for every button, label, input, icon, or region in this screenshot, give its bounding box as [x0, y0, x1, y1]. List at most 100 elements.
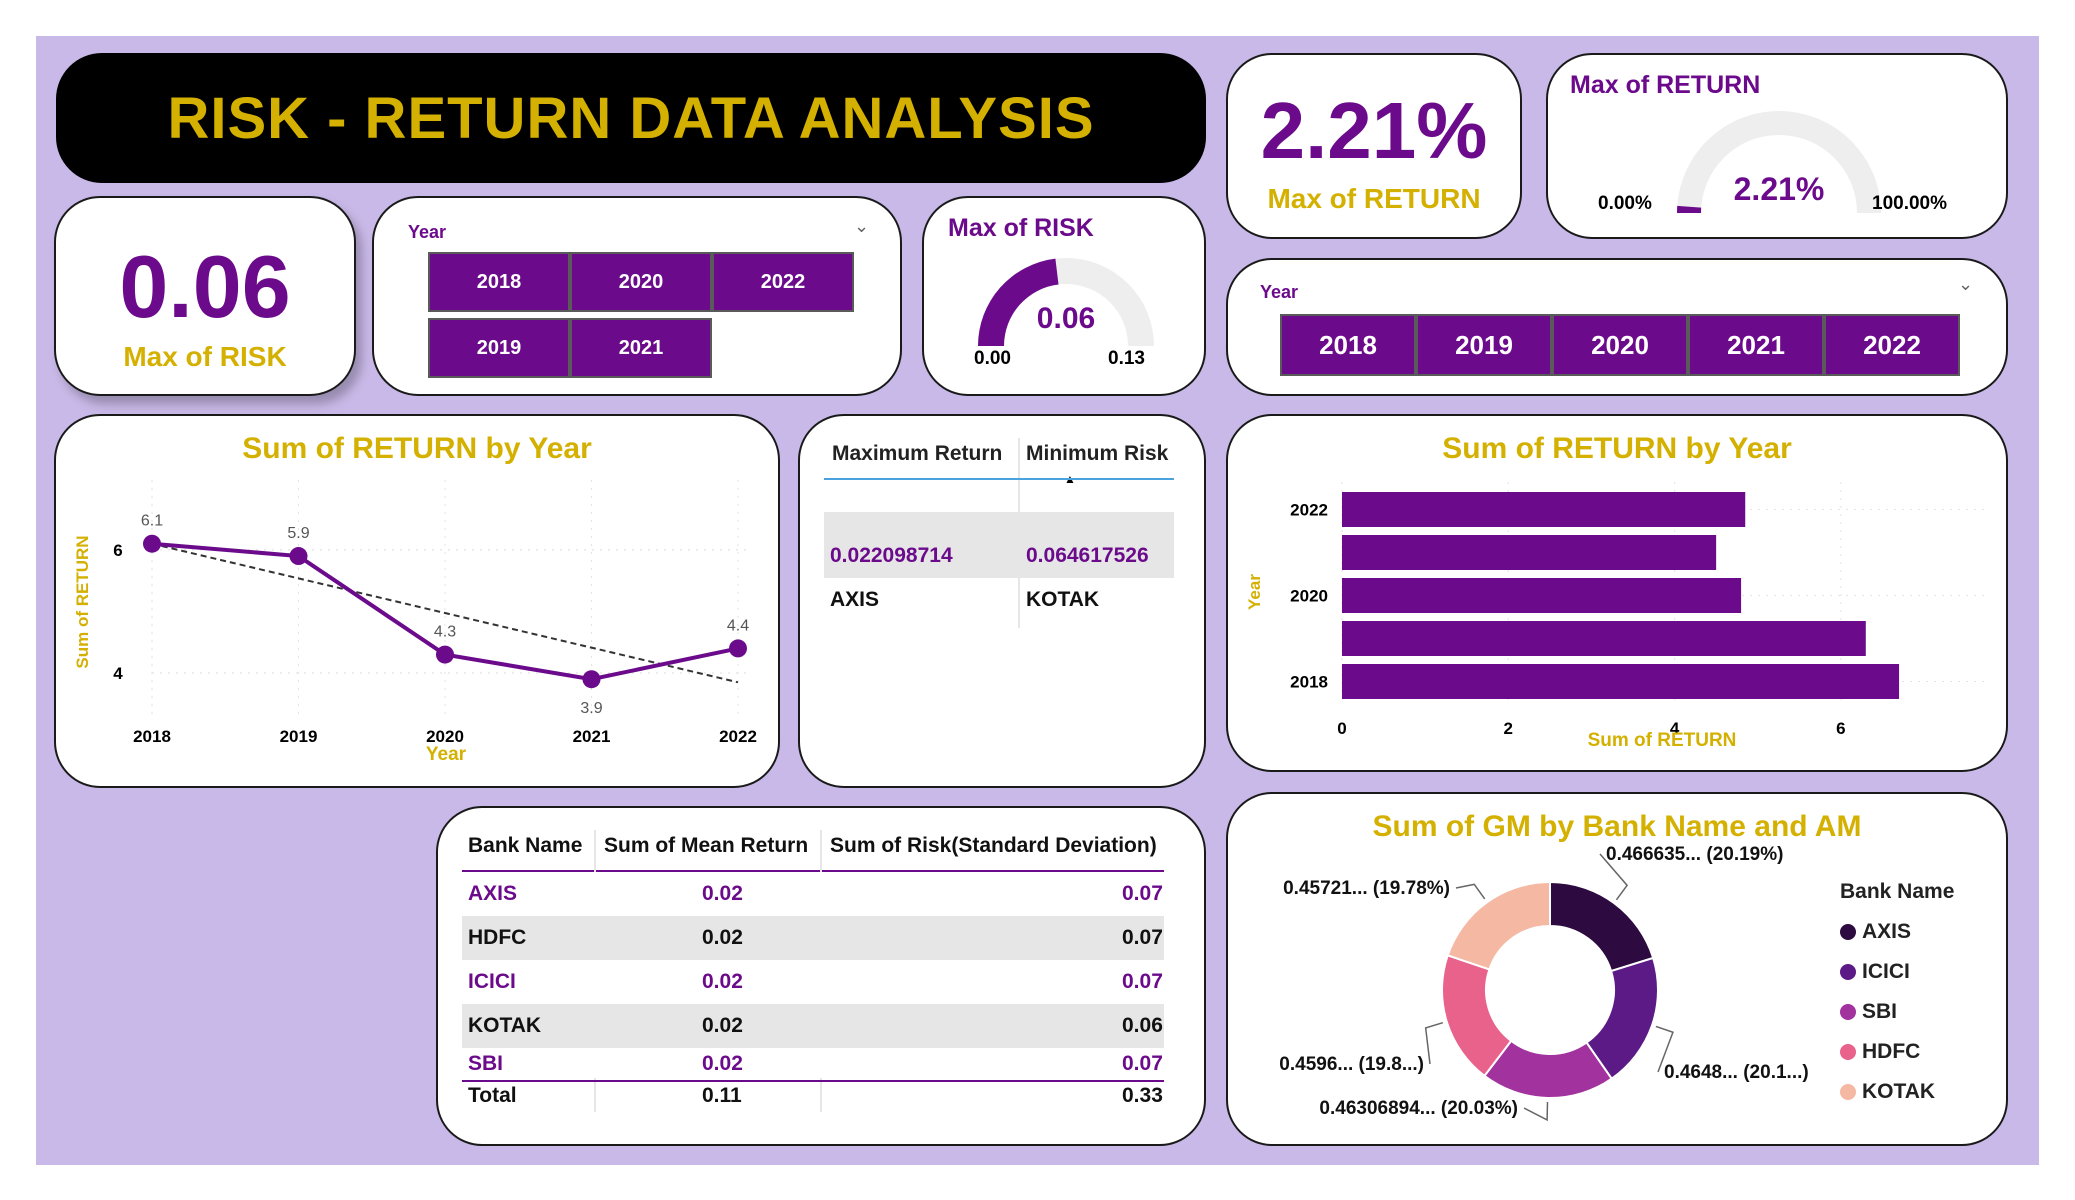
- bank-header-return[interactable]: Sum of Mean Return: [604, 834, 809, 857]
- line-ylabel: Sum of RETURN: [73, 535, 92, 668]
- bank-risk-cell: 0.07: [1122, 926, 1163, 949]
- line-chart-title: Sum of RETURN by Year: [242, 432, 592, 465]
- donut-leader-KOTAK: [1455, 883, 1486, 900]
- donut-data-label-ICICI: 0.4648... (20.1...): [1664, 1062, 1809, 1083]
- line-trendline: [151, 542, 739, 684]
- bank-header-name[interactable]: Bank Name: [468, 834, 583, 857]
- legend-item-sbi[interactable]: SBI: [1840, 992, 1935, 1032]
- donut-legend: AXIS ICICI SBI HDFC KOTAK: [1840, 912, 1935, 1112]
- kpi-risk-label: Max of RISK: [123, 341, 287, 372]
- slicer-left-2019[interactable]: 2019: [428, 318, 570, 378]
- x-tick-2022: 2022: [719, 727, 757, 746]
- slicer-left-2020[interactable]: 2020: [570, 252, 712, 312]
- minmax-header-return[interactable]: Maximum Return: [832, 442, 1003, 465]
- y-tick-4: 4: [113, 664, 123, 683]
- bar-2022: [1342, 492, 1746, 527]
- table-row[interactable]: KOTAK 0.02 0.06: [462, 1004, 1164, 1048]
- bank-return-cell: 0.02: [702, 882, 743, 905]
- gauge-risk-max: 0.13: [1108, 348, 1145, 369]
- kpi-return-label: Max of RETURN: [1267, 183, 1481, 214]
- chevron-down-icon[interactable]: ⌄: [1958, 274, 1974, 294]
- table-row[interactable]: HDFC 0.02 0.07: [462, 916, 1164, 960]
- donut-leader-AXIS: [1599, 853, 1629, 901]
- slicer-right-2020[interactable]: 2020: [1552, 314, 1688, 376]
- x-tick-2020: 2020: [426, 727, 464, 746]
- bank-risk-cell: 0.06: [1122, 1014, 1163, 1037]
- line-point-2022: [729, 639, 747, 658]
- line-data-label-2018: 6.1: [141, 513, 163, 530]
- minmax-name-return: AXIS: [830, 588, 880, 611]
- minmax-value-return: 0.022098714: [830, 544, 953, 567]
- donut-data-label-SBI: 0.46306894... (20.03%): [1319, 1098, 1518, 1119]
- legend-dot-icon: [1840, 1084, 1856, 1100]
- legend-dot-icon: [1840, 1004, 1856, 1020]
- legend-item-kotak[interactable]: KOTAK: [1840, 1072, 1935, 1112]
- bank-table-card: Bank Name Sum of Mean Return Sum of Risk…: [436, 806, 1206, 1146]
- bank-total-risk: 0.33: [1122, 1084, 1163, 1107]
- bank-return-cell: 0.02: [702, 1014, 743, 1037]
- table-row[interactable]: SBI 0.02 0.07: [462, 1048, 1164, 1078]
- bar-y-tick-2020: 2020: [1290, 587, 1328, 606]
- minmax-header-line: [824, 478, 1174, 480]
- legend-item-icici[interactable]: ICICI: [1840, 952, 1935, 992]
- chevron-down-icon[interactable]: ⌄: [854, 216, 870, 236]
- bank-total-line: [462, 1080, 1164, 1082]
- gauge-return-card: Max of RETURN 2.21% 0.00% 100.00%: [1546, 53, 2008, 239]
- gauge-risk-fill: [978, 258, 1059, 346]
- donut-leader-HDFC: [1424, 1021, 1444, 1065]
- slicer-left-2018[interactable]: 2018: [428, 252, 570, 312]
- bar-y-tick-2018: 2018: [1290, 673, 1328, 692]
- slicer-right-2018[interactable]: 2018: [1280, 314, 1416, 376]
- bar-y-tick-2022: 2022: [1290, 501, 1328, 520]
- minmax-value-risk: 0.064617526: [1026, 544, 1149, 567]
- slicer-right-2021[interactable]: 2021: [1688, 314, 1824, 376]
- slicer-right-2019[interactable]: 2019: [1416, 314, 1552, 376]
- y-tick-6: 6: [113, 541, 122, 560]
- kpi-risk-card: 0.06 Max of RISK: [54, 196, 356, 396]
- slicer-left-2022[interactable]: 2022: [712, 252, 854, 312]
- table-row[interactable]: ICICI 0.02 0.07: [462, 960, 1164, 1004]
- bar-chart-card: Sum of RETURN by Year 2022 2020 2018 0 2 4 6 …: [1226, 414, 2008, 772]
- bar-xlabel: Sum of RETURN: [1588, 730, 1737, 751]
- slicer-left-2021[interactable]: 2021: [570, 318, 712, 378]
- bank-risk-cell: 0.07: [1122, 970, 1163, 993]
- bank-header-risk[interactable]: Sum of Risk(Standard Deviation): [830, 834, 1157, 857]
- gauge-risk-min: 0.00: [974, 348, 1011, 369]
- table-row[interactable]: AXIS 0.02 0.07: [462, 872, 1164, 916]
- minmax-table-card: Maximum Return Minimum Risk ▲ 0.02209871…: [798, 414, 1206, 788]
- slicer-right-2022[interactable]: 2022: [1824, 314, 1960, 376]
- donut-chart-svg: 0.466635... (20.19%) 0.4648... (20.1...) 0…: [1279, 844, 1809, 1122]
- bank-header-line: [462, 870, 1164, 872]
- bar-x-tick-4: 4: [1670, 719, 1680, 738]
- bank-return-cell: 0.02: [702, 926, 743, 949]
- donut-data-label-HDFC: 0.4596... (19.8...): [1279, 1054, 1424, 1075]
- line-data-label-2020: 4.3: [434, 624, 456, 641]
- minmax-header-risk[interactable]: Minimum Risk: [1026, 442, 1169, 465]
- minmax-value-row: [824, 534, 1174, 578]
- bank-total-return: 0.11: [702, 1084, 742, 1107]
- legend-label: KOTAK: [1862, 1080, 1936, 1103]
- bar-2019: [1342, 621, 1866, 656]
- legend-dot-icon: [1840, 924, 1856, 940]
- page-title: RISK - RETURN DATA ANALYSIS: [167, 85, 1095, 151]
- legend-label: HDFC: [1862, 1040, 1921, 1063]
- donut-leader-ICICI: [1655, 1025, 1674, 1073]
- line-data-label-2022: 4.4: [727, 617, 749, 634]
- bank-name-cell: ICICI: [468, 970, 516, 993]
- line-data-label-2019: 5.9: [287, 525, 309, 542]
- line-point-2020: [436, 645, 454, 664]
- line-chart-card: Sum of RETURN by Year 6 4 Sum of RETURN …: [54, 414, 780, 788]
- gauge-return-fill: [1677, 205, 1702, 213]
- bank-risk-cell: 0.07: [1122, 882, 1163, 905]
- gauge-risk-value: 0.06: [1036, 302, 1096, 335]
- bank-name-cell: AXIS: [468, 882, 518, 905]
- legend-label: SBI: [1862, 1000, 1898, 1023]
- donut-chart-title: Sum of GM by Bank Name and AM: [1372, 810, 1862, 843]
- line-point-2021: [582, 670, 601, 689]
- line-xlabel: Year: [426, 744, 467, 765]
- legend-item-hdfc[interactable]: HDFC: [1840, 1032, 1935, 1072]
- legend-item-axis[interactable]: AXIS: [1840, 912, 1935, 952]
- bank-risk-cell: 0.07: [1122, 1052, 1163, 1075]
- year-slicer-left: Year ⌄ 2018 2020 2022 2019 2021: [372, 196, 902, 396]
- minmax-blank-row: [824, 512, 1174, 534]
